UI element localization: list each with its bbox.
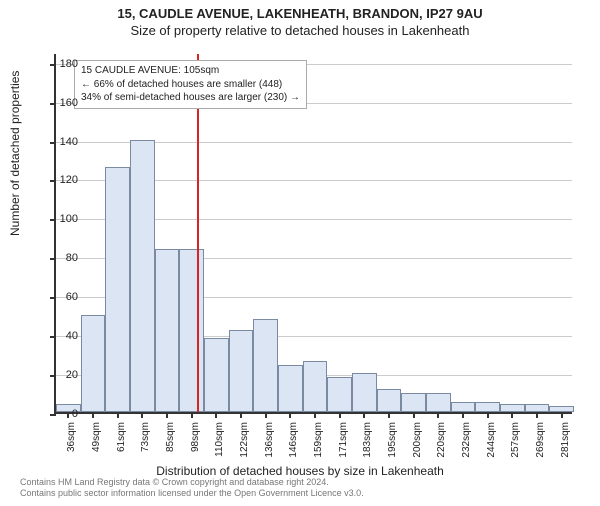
x-tick-mark [511, 412, 513, 418]
y-tick-label: 80 [50, 252, 78, 264]
y-tick-label: 0 [50, 408, 78, 420]
x-tick-mark [363, 412, 365, 418]
page-subtitle: Size of property relative to detached ho… [0, 23, 600, 38]
annotation-line: ← 66% of detached houses are smaller (44… [81, 78, 300, 92]
histogram-bar [451, 402, 476, 412]
histogram-bar [426, 393, 451, 412]
x-tick-label: 183sqm [362, 422, 373, 466]
x-tick-mark [240, 412, 242, 418]
x-tick-mark [536, 412, 538, 418]
histogram-bar [377, 389, 402, 412]
y-tick-label: 140 [50, 136, 78, 148]
x-tick-mark [166, 412, 168, 418]
x-tick-label: 146sqm [288, 422, 299, 466]
x-tick-label: 257sqm [510, 422, 521, 466]
x-tick-label: 195sqm [387, 422, 398, 466]
chart-area: 15 CAUDLE AVENUE: 105sqm← 66% of detache… [54, 54, 572, 414]
annotation-line: 34% of semi-detached houses are larger (… [81, 91, 300, 105]
histogram-bar [204, 338, 229, 412]
histogram-bar [525, 404, 550, 412]
x-tick-mark [413, 412, 415, 418]
histogram-bar [105, 167, 130, 412]
page-title-address: 15, CAUDLE AVENUE, LAKENHEATH, BRANDON, … [0, 6, 600, 21]
x-tick-label: 73sqm [140, 422, 151, 466]
histogram-bar [475, 402, 500, 412]
y-tick-label: 120 [50, 174, 78, 186]
x-tick-mark [437, 412, 439, 418]
histogram-bar [179, 249, 204, 412]
histogram-bar [327, 377, 352, 412]
x-tick-mark [561, 412, 563, 418]
y-tick-label: 160 [50, 97, 78, 109]
x-tick-label: 159sqm [313, 422, 324, 466]
x-tick-label: 85sqm [165, 422, 176, 466]
x-tick-mark [141, 412, 143, 418]
histogram-bar [130, 140, 155, 412]
x-tick-mark [339, 412, 341, 418]
x-tick-label: 61sqm [116, 422, 127, 466]
x-tick-mark [487, 412, 489, 418]
x-tick-label: 220sqm [436, 422, 447, 466]
x-tick-label: 36sqm [66, 422, 77, 466]
x-tick-label: 171sqm [338, 422, 349, 466]
x-tick-mark [314, 412, 316, 418]
y-axis-label: Number of detached properties [8, 71, 22, 236]
x-tick-mark [215, 412, 217, 418]
annotation-box: 15 CAUDLE AVENUE: 105sqm← 66% of detache… [74, 60, 307, 109]
x-tick-mark [191, 412, 193, 418]
x-tick-label: 281sqm [560, 422, 571, 466]
x-tick-label: 269sqm [535, 422, 546, 466]
license-footer: Contains HM Land Registry data © Crown c… [20, 477, 364, 500]
y-tick-label: 20 [50, 369, 78, 381]
histogram-bar [229, 330, 254, 412]
x-tick-mark [388, 412, 390, 418]
plot-region: 15 CAUDLE AVENUE: 105sqm← 66% of detache… [54, 54, 572, 414]
x-tick-label: 200sqm [412, 422, 423, 466]
x-tick-mark [117, 412, 119, 418]
x-tick-label: 98sqm [190, 422, 201, 466]
histogram-bar [401, 393, 426, 412]
x-tick-label: 136sqm [264, 422, 275, 466]
x-tick-label: 122sqm [239, 422, 250, 466]
histogram-bar [81, 315, 106, 412]
x-tick-label: 110sqm [214, 422, 225, 466]
x-tick-label: 232sqm [461, 422, 472, 466]
histogram-bar [155, 249, 180, 412]
annotation-line: 15 CAUDLE AVENUE: 105sqm [81, 64, 300, 78]
footer-line-2: Contains public sector information licen… [20, 488, 364, 500]
y-tick-label: 60 [50, 291, 78, 303]
x-tick-mark [92, 412, 94, 418]
histogram-bar [303, 361, 328, 412]
histogram-bar [500, 404, 525, 412]
y-tick-label: 180 [50, 58, 78, 70]
histogram-bar [278, 365, 303, 412]
x-tick-mark [289, 412, 291, 418]
x-tick-mark [462, 412, 464, 418]
y-tick-label: 100 [50, 213, 78, 225]
footer-line-1: Contains HM Land Registry data © Crown c… [20, 477, 364, 489]
x-tick-label: 244sqm [486, 422, 497, 466]
histogram-bar [352, 373, 377, 412]
histogram-bar [253, 319, 278, 412]
x-tick-label: 49sqm [91, 422, 102, 466]
x-tick-mark [265, 412, 267, 418]
y-tick-label: 40 [50, 330, 78, 342]
